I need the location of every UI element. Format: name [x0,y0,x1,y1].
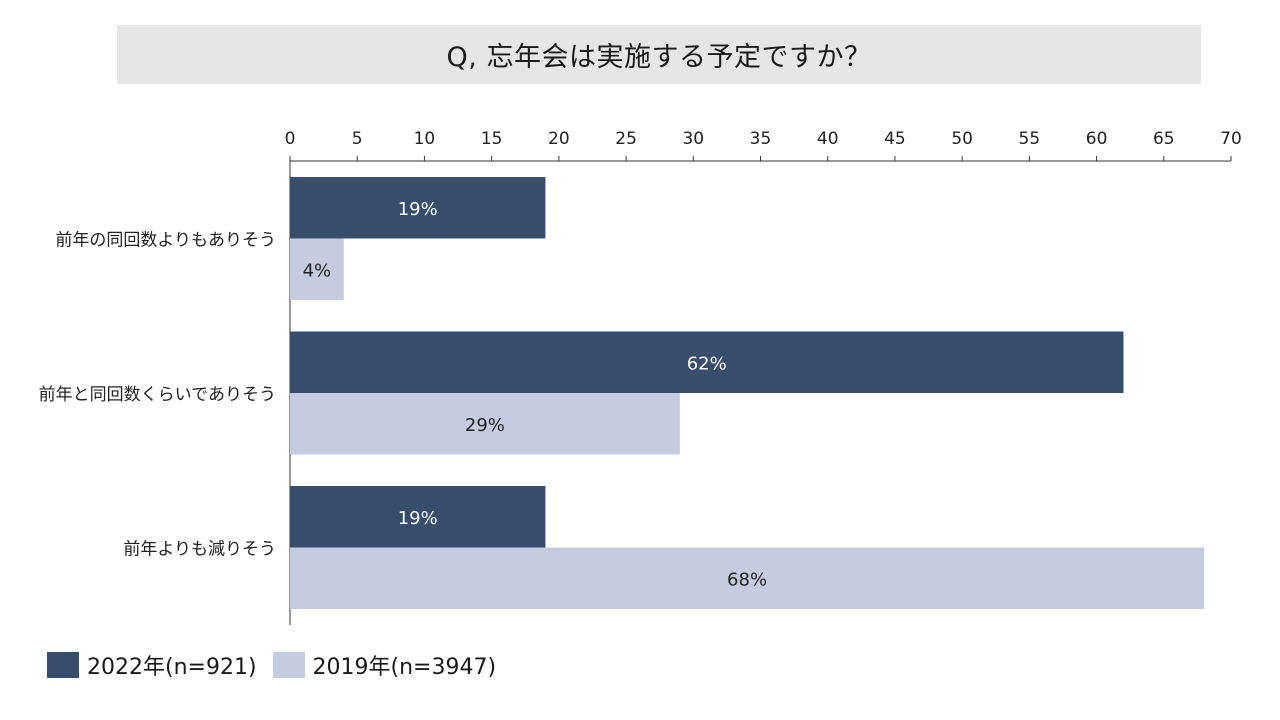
bar-value-label: 29% [465,415,505,436]
x-tick-label: 25 [615,129,637,149]
bar-2022 [290,486,546,548]
chart-title: Q, 忘年会は実施する予定ですか？ [446,42,872,73]
bar-value-label: 68% [727,569,767,590]
legend: 2022年(n=921) 2019年(n=3947) [47,650,496,680]
x-tick-label: 50 [951,129,973,149]
bar-value-label: 19% [398,199,438,220]
bar-2022 [290,331,1124,393]
x-tick-label: 5 [352,129,363,149]
bar-value-label: 4% [303,260,332,281]
x-tick-label: 70 [1220,129,1242,149]
x-tick-label: 60 [1086,129,1108,149]
category-label: 前年よりも減りそう [123,540,276,560]
x-tick-label: 35 [750,129,772,149]
x-tick-label: 0 [285,129,296,149]
bar-value-label: 19% [398,508,438,529]
category-label: 前年と同回数くらいでありそう [39,385,276,405]
legend-label-2019: 2019年(n=3947) [312,655,497,680]
x-tick-label: 65 [1153,129,1175,149]
x-tick-label: 30 [682,129,704,149]
x-tick-label: 20 [548,129,570,149]
bar-value-label: 62% [687,353,727,374]
legend-label-2022: 2022年(n=921) [87,655,257,680]
bar-2019 [290,238,344,300]
bar-2019 [290,393,680,455]
x-tick-label: 40 [817,129,839,149]
title-band: Q, 忘年会は実施する予定ですか？ [117,25,1201,84]
legend-item-2022: 2022年(n=921) [47,649,257,681]
x-tick-label: 10 [414,129,436,149]
legend-swatch-2022 [47,652,79,678]
x-tick-label: 15 [481,129,503,149]
legend-item-2019: 2019年(n=3947) [272,649,497,681]
x-tick-label: 55 [1019,129,1041,149]
x-tick-label: 45 [884,129,906,149]
category-label: 前年の同回数よりもありそう [55,231,276,251]
bar-2022 [290,177,546,239]
legend-swatch-2019 [272,652,305,678]
bar-2019 [290,547,1205,609]
